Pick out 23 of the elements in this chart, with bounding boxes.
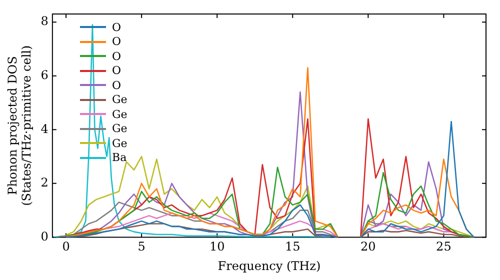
legend-label: Ge: [112, 108, 128, 121]
legend-label: O: [112, 78, 122, 92]
legend-label: O: [112, 64, 122, 78]
x-tick-label: 20: [360, 240, 376, 254]
legend-label: O: [112, 20, 122, 34]
y-tick-label: 4: [40, 122, 49, 136]
legend-label: O: [112, 50, 122, 63]
legend-label: Ge: [112, 136, 128, 150]
legend-label: O: [112, 35, 122, 48]
legend-label: Ba: [112, 151, 127, 164]
x-tick-label: 10: [209, 240, 225, 254]
x-tick-label: 5: [138, 240, 146, 254]
x-tick-label: 0: [62, 240, 70, 254]
legend-label: Ge: [112, 122, 128, 136]
y-tick-label: 6: [40, 68, 48, 82]
legend-label: Ge: [112, 93, 128, 106]
y-tick-label: 2: [40, 176, 48, 190]
x-axis-title: Frequency (THz): [218, 258, 321, 273]
y-axis-title: Phonon projected DOS (States/THz·primitive cell): [5, 45, 34, 206]
x-tick-label: 25: [436, 240, 452, 254]
x-tick-label: 15: [284, 240, 300, 254]
y-tick-label: 8: [40, 14, 48, 28]
y-tick-label: 0: [40, 229, 48, 244]
